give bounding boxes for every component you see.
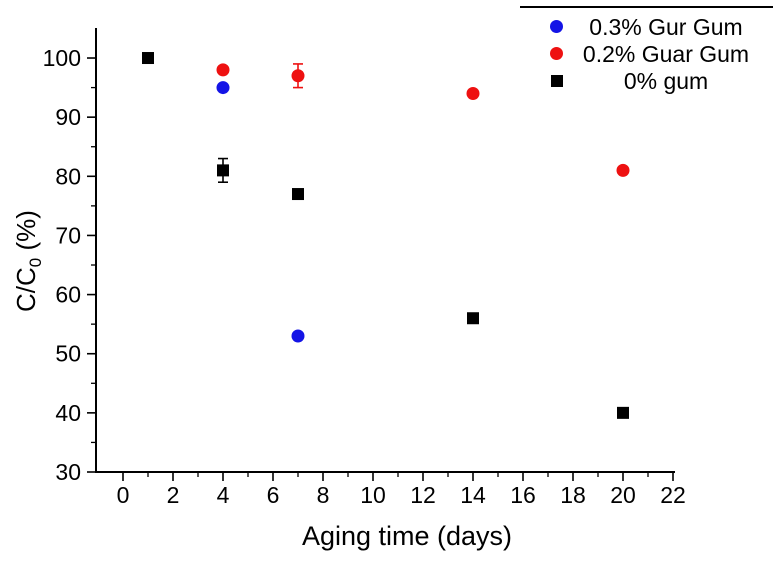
x-axis-tick-label: 18 [560,482,586,508]
y-axis-tick-label: 100 [43,45,81,71]
data-point [291,69,305,83]
data-point [292,188,304,201]
x-axis-tick-label: 6 [267,482,280,508]
x-axis-tick-label: 20 [610,482,636,508]
x-axis-tick-label: 16 [510,482,536,508]
y-axis-tick-label: 80 [55,163,81,189]
x-axis-tick-label: 14 [460,482,486,508]
y-axis-tick-label: 30 [55,459,81,485]
legend-label: 0.3% Gur Gum [589,14,743,40]
legend-entry-gur-gum: 0.3% Gur Gum [0,14,773,40]
legend-entry-guar-gum: 0.2% Guar Gum [0,41,773,67]
data-point [291,329,305,343]
x-axis-tick-label: 12 [410,482,436,508]
x-axis-title: Aging time (days) [301,521,513,551]
y-axis-tick-label: 40 [55,400,81,426]
legend-label: 0% gum [623,68,709,94]
y-axis-tick-label: 70 [55,222,81,248]
legend-box-border [520,6,773,8]
data-point [617,406,629,419]
legend-entry-no-gum: 0% gum [0,68,773,94]
y-axis-title-subscript: 0 [26,257,45,268]
legend: 0.3% Gur Gum 0.2% Guar Gum 0% gum [0,0,773,100]
legend-marker-red-circle-icon [550,47,563,60]
data-point [467,312,479,325]
y-axis-tick-label: 50 [55,341,81,367]
data-point [217,164,229,177]
y-axis-tick-label: 90 [55,104,81,130]
y-axis-tick-label: 60 [55,282,81,308]
x-axis-tick-label: 4 [217,482,230,508]
x-axis-tick-label: 22 [660,482,686,508]
x-axis-tick-label: 2 [167,482,180,508]
data-point [616,163,630,177]
x-axis-tick-label: 8 [317,482,330,508]
legend-marker-blue-circle-icon [550,20,563,33]
x-axis-tick-label: 0 [117,482,130,508]
legend-label: 0.2% Guar Gum [582,41,750,67]
data-point [142,52,154,65]
y-axis-title-units: (%) [11,210,41,258]
y-axis-title: C/C0 (%) [9,149,45,373]
data-point [466,87,480,101]
x-axis-tick-label: 10 [360,482,386,508]
legend-marker-black-square-icon [551,75,563,87]
data-point [216,81,230,95]
y-axis-title-main: C/C [11,267,41,312]
data-point [216,63,230,77]
